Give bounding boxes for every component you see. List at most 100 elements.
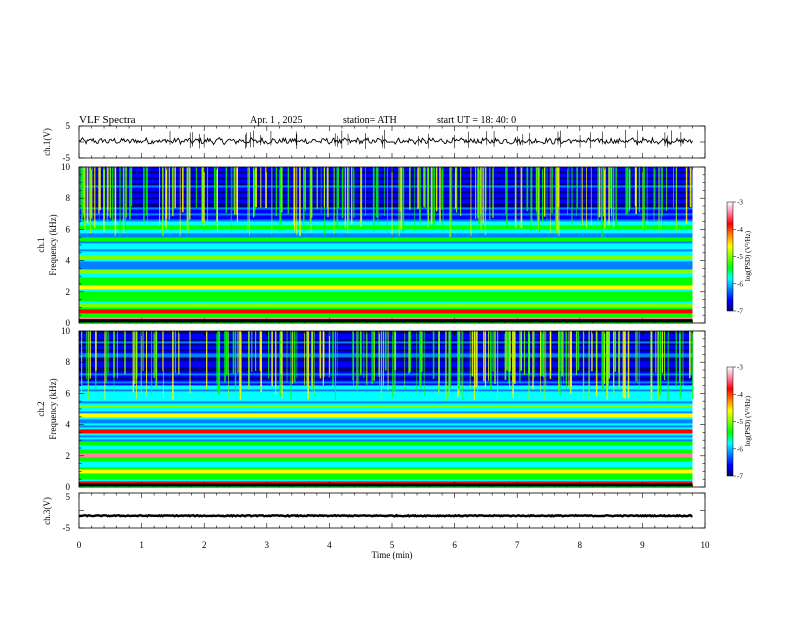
sferic-streak xyxy=(489,167,491,220)
sferic-streak xyxy=(455,167,458,213)
spectrogram-row xyxy=(79,233,693,236)
sferic-streak xyxy=(286,331,288,383)
sferic-streak xyxy=(417,167,419,209)
ch1-colorbar-ticks: -3 -4 -5 -6 -7 xyxy=(733,199,743,316)
sferic-streak xyxy=(430,167,433,224)
sferic-streak xyxy=(307,331,310,400)
frequency-ticklabel: 0 xyxy=(66,482,71,492)
spectrogram-row xyxy=(79,191,693,194)
sferic-streak xyxy=(471,331,473,377)
sferic-streak xyxy=(213,167,216,210)
ch1-frequency-ylabel: Frequency (kHz) xyxy=(48,214,58,275)
sferic-streak xyxy=(402,167,405,233)
sferic-streak xyxy=(187,167,189,234)
sferic-streak xyxy=(535,167,537,212)
spectrogram-row xyxy=(79,375,693,378)
ch1-waveform-ylabel: ch.1(V) xyxy=(42,128,52,156)
sferic-streak xyxy=(217,167,218,232)
spectrogram-row xyxy=(79,391,693,394)
sferic-streak xyxy=(568,167,570,209)
spectrogram-row xyxy=(79,177,693,180)
sferic-streak xyxy=(174,167,176,209)
sferic-streak xyxy=(142,331,144,372)
spectrogram-row xyxy=(79,207,693,210)
sferic-streak xyxy=(477,331,478,395)
sferic-streak xyxy=(442,167,444,232)
sferic-streak xyxy=(186,167,188,223)
sferic-streak xyxy=(642,167,644,229)
spectrogram-row xyxy=(79,307,693,310)
sferic-streak xyxy=(126,167,128,218)
sferic-streak xyxy=(280,167,283,213)
sferic-streak xyxy=(217,331,220,395)
sferic-streak xyxy=(143,167,145,223)
sferic-streak xyxy=(489,331,492,390)
spectrogram-row xyxy=(79,377,693,380)
sferic-streak xyxy=(165,167,167,229)
frequency-ticklabel: 2 xyxy=(66,451,71,461)
spectrogram-row xyxy=(79,169,693,172)
sferic-streak xyxy=(482,167,484,224)
sferic-streak xyxy=(690,331,692,374)
sferic-streak xyxy=(603,331,604,391)
sferic-streak xyxy=(627,167,629,214)
spectrogram-row xyxy=(79,425,693,428)
sferic-streak xyxy=(608,167,610,226)
sferic-streak xyxy=(478,167,480,225)
spectrogram-row xyxy=(79,167,693,170)
sferic-streak xyxy=(536,167,538,216)
sferic-streak xyxy=(225,167,228,213)
sferic-streak xyxy=(360,331,362,376)
sferic-streak xyxy=(105,331,107,383)
sferic-streak xyxy=(146,331,147,397)
sferic-streak xyxy=(249,167,250,236)
ch2-spectrogram-panel: 0 2 4 6 8 10 ch.2 Frequency (kHz) xyxy=(36,326,706,492)
sferic-streak xyxy=(86,167,89,223)
sferic-streak xyxy=(296,167,298,234)
sferic-streak xyxy=(260,331,263,392)
sferic-streak xyxy=(316,167,318,210)
sferic-streak xyxy=(99,167,101,211)
sferic-streak xyxy=(155,331,158,388)
sferic-streak xyxy=(638,167,641,213)
sferic-streak xyxy=(394,331,397,371)
spectrogram-row xyxy=(79,441,693,444)
sferic-streak xyxy=(601,331,604,391)
sferic-streak xyxy=(133,331,135,382)
sferic-streak xyxy=(595,331,597,373)
ch1-ytick-top: 5 xyxy=(66,121,71,131)
sferic-streak xyxy=(238,331,240,398)
sferic-streak xyxy=(544,167,546,217)
spectrogram-row xyxy=(79,401,693,404)
spectrogram-row xyxy=(79,389,693,392)
sferic-streak xyxy=(618,331,621,390)
sferic-streak xyxy=(432,331,435,379)
ch2-channel-label: ch.2 xyxy=(36,401,46,416)
sferic-streak xyxy=(159,167,161,225)
spectrogram-row xyxy=(79,231,693,234)
sferic-streak xyxy=(305,167,306,212)
spectrogram-row xyxy=(79,455,693,458)
spectrogram-row xyxy=(79,393,693,396)
sferic-streak xyxy=(189,167,191,220)
sferic-streak xyxy=(449,331,452,388)
ch1-channel-label: ch.1 xyxy=(36,237,46,252)
sferic-streak xyxy=(151,331,153,396)
time-axis-label: Time (min) xyxy=(372,550,413,560)
sferic-streak xyxy=(103,167,105,232)
sferic-streak xyxy=(533,331,535,378)
sferic-streak xyxy=(319,331,320,376)
sferic-streak xyxy=(603,331,606,381)
spectrogram-row xyxy=(79,461,693,464)
low-frequency-band xyxy=(79,483,693,487)
colorbar-ticklabel: -4 xyxy=(737,391,743,399)
low-frequency-band xyxy=(79,319,693,323)
sferic-streak xyxy=(404,331,406,390)
sferic-streak xyxy=(625,167,627,215)
spectrogram-row xyxy=(79,381,693,384)
sferic-streak xyxy=(162,331,163,371)
sferic-streak xyxy=(380,331,383,401)
sferic-streak xyxy=(95,331,97,371)
spectrogram-row xyxy=(79,253,693,256)
ch1-spectrogram-image xyxy=(79,167,693,324)
